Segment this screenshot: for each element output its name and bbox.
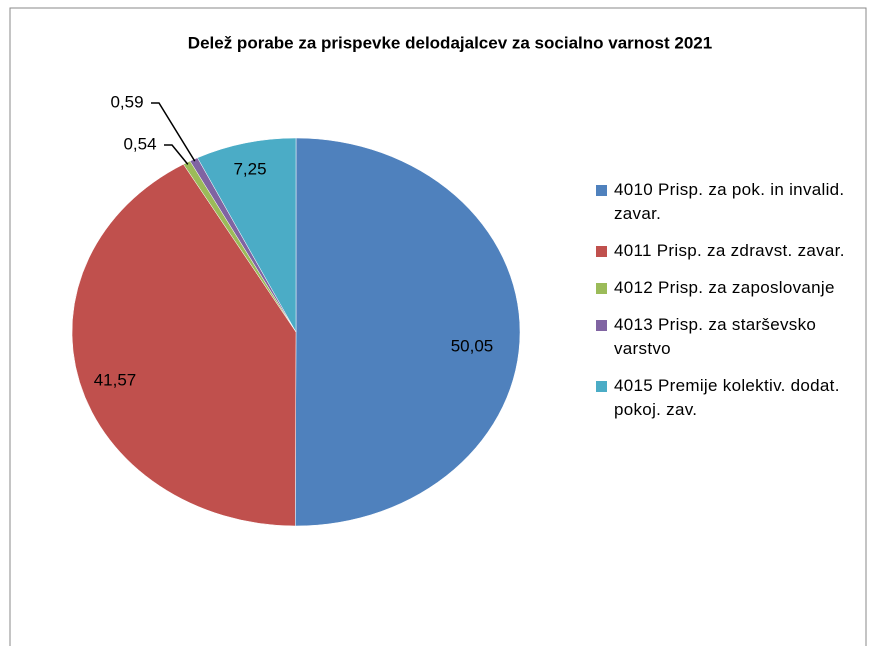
legend-swatch	[596, 381, 607, 392]
legend: 4010 Prisp. za pok. in invalid. zavar. 40…	[596, 178, 846, 435]
legend-swatch	[596, 320, 607, 331]
leader-line	[151, 102, 196, 162]
data-label: 0,59	[110, 92, 143, 111]
data-label: 50,05	[451, 336, 494, 355]
legend-label: 4013 Prisp. za starševsko varstvo	[614, 315, 817, 358]
legend-item: 4015 Premije kolektiv. dodat. pokoj. zav…	[596, 374, 846, 422]
legend-item: 4012 Prisp. za zaposlovanje	[596, 276, 846, 300]
frame	[9, 7, 867, 646]
data-label: 0,54	[123, 134, 156, 153]
data-label: 7,25	[233, 159, 266, 178]
legend-item: 4013 Prisp. za starševsko varstvo	[596, 313, 846, 361]
legend-swatch	[596, 283, 607, 294]
legend-label: 4015 Premije kolektiv. dodat. pokoj. zav…	[614, 376, 840, 419]
leader-line	[164, 144, 189, 165]
chart-title: Delež porabe za prispevke delodajalcev z…	[188, 33, 712, 52]
legend-swatch	[596, 246, 607, 257]
legend-label: 4010 Prisp. za pok. in invalid. zavar.	[614, 180, 845, 223]
legend-item: 4010 Prisp. za pok. in invalid. zavar.	[596, 178, 846, 226]
legend-label: 4012 Prisp. za zaposlovanje	[614, 278, 835, 297]
legend-item: 4011 Prisp. za zdravst. zavar.	[596, 239, 846, 263]
data-label: 41,57	[94, 370, 137, 389]
legend-swatch	[596, 185, 607, 196]
legend-label: 4011 Prisp. za zdravst. zavar.	[614, 241, 845, 260]
pie-slice	[71, 163, 297, 527]
pie-slice	[197, 137, 297, 333]
pie-slice	[295, 137, 521, 527]
